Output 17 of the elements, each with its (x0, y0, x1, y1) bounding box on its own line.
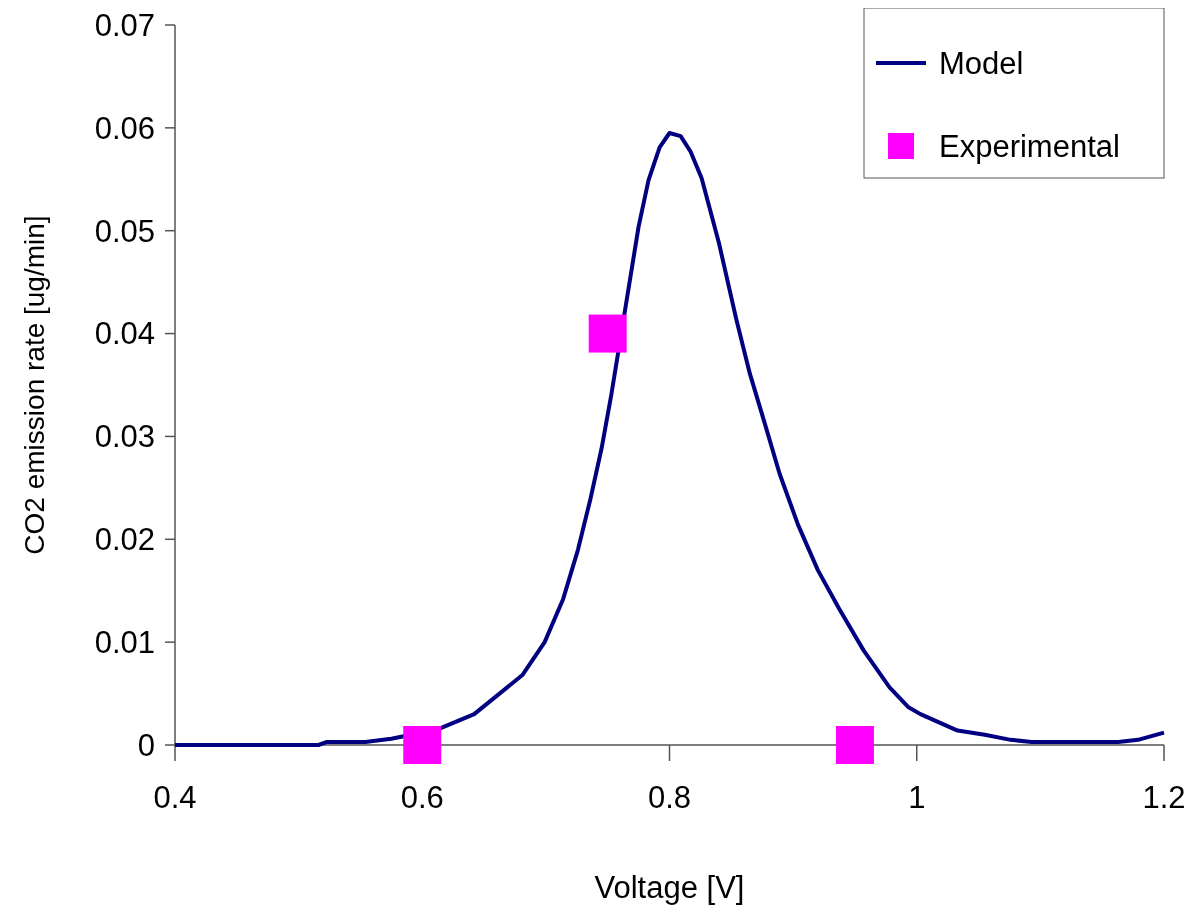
x-tick-label: 1 (908, 780, 926, 815)
y-axis-title: CO2 emission rate [ug/min] (19, 215, 50, 555)
legend-label: Model (939, 45, 1024, 81)
x-tick-label: 0.8 (647, 780, 692, 815)
y-tick-label: 0.03 (94, 419, 155, 455)
y-tick-label: 0.04 (94, 316, 155, 352)
x-tick-label: 0.4 (153, 780, 197, 815)
y-tick-label: 0.06 (94, 110, 155, 146)
x-tick-label: 1.2 (1142, 780, 1186, 815)
y-tick-label: 0.02 (94, 522, 155, 558)
legend-label: Experimental (939, 128, 1120, 164)
y-tick-label: 0 (137, 727, 155, 763)
y-tick-label: 0.01 (94, 624, 155, 660)
x-tick-label: 0.6 (400, 780, 444, 815)
x-axis-title: Voltage [V] (594, 870, 745, 905)
y-tick-label: 0.05 (94, 213, 155, 249)
y-tick-label: 0.07 (94, 7, 155, 43)
